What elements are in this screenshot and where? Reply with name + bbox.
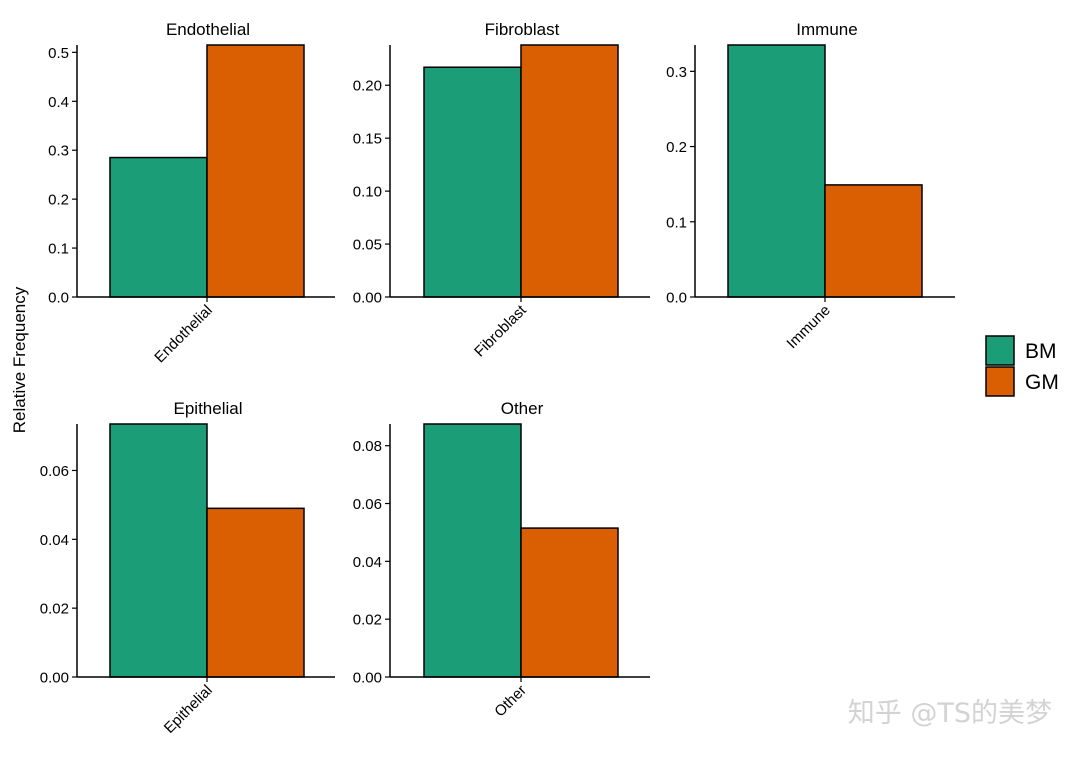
y-tick-label-fibroblast: 0.10 (353, 184, 382, 201)
y-tick-label-epithelial: 0.06 (40, 463, 69, 480)
y-tick-label-endothelial: 0.5 (48, 45, 69, 62)
y-tick-label-fibroblast: 0.05 (353, 237, 382, 254)
y-tick-label-other: 0.02 (353, 612, 382, 629)
bar-endothelial-bm (109, 156, 208, 298)
y-tick-label-fibroblast: 0.20 (353, 78, 382, 95)
y-tick-label-epithelial: 0.00 (40, 670, 69, 687)
y-tick-label-immune: 0.3 (666, 64, 687, 81)
y-tick-label-immune: 0.1 (666, 214, 687, 231)
y-axis-label: Relative Frequency (10, 286, 29, 433)
bar-other-bm (423, 423, 522, 678)
y-tick-label-fibroblast: 0.15 (353, 131, 382, 148)
y-tick-label-other: 0.00 (353, 670, 382, 687)
y-tick-label-other: 0.04 (353, 554, 382, 571)
x-tick-label-other: Other (491, 682, 530, 721)
bar-epithelial-gm (206, 507, 305, 678)
y-tick-label-other: 0.06 (353, 496, 382, 513)
y-tick-label-epithelial: 0.02 (40, 601, 69, 618)
bar-fibroblast-bm (423, 66, 522, 298)
y-tick-label-immune: 0.2 (666, 139, 687, 156)
bar-other-gm (520, 527, 619, 678)
panel-title-epithelial: Epithelial (174, 399, 243, 418)
y-tick-label-endothelial: 0.1 (48, 241, 69, 258)
legend-label-bm: BM (1025, 340, 1057, 363)
legend-swatch-gm (985, 366, 1015, 397)
x-tick-label-epithelial: Epithelial (161, 682, 216, 737)
y-tick-label-endothelial: 0.4 (48, 94, 69, 111)
panel-title-fibroblast: Fibroblast (485, 20, 560, 39)
bar-immune-bm (727, 44, 826, 298)
y-tick-label-endothelial: 0.3 (48, 143, 69, 160)
x-tick-label-endothelial: Endothelial (151, 302, 216, 367)
y-tick-label-other: 0.08 (353, 438, 382, 455)
bar-immune-gm (824, 184, 923, 298)
y-tick-label-fibroblast: 0.00 (353, 290, 382, 307)
panel-title-other: Other (501, 399, 544, 418)
bar-fibroblast-gm (520, 44, 619, 298)
legend-label-gm: GM (1025, 371, 1059, 394)
panel-title-immune: Immune (796, 20, 857, 39)
bar-endothelial-gm (206, 44, 305, 298)
y-tick-label-epithelial: 0.04 (40, 532, 69, 549)
watermark: 知乎 @TS的美梦 (848, 698, 1052, 729)
y-tick-label-immune: 0.0 (666, 290, 687, 307)
x-tick-label-fibroblast: Fibroblast (471, 301, 530, 360)
y-tick-label-endothelial: 0.0 (48, 290, 69, 307)
bar-epithelial-bm (109, 423, 208, 678)
y-tick-label-endothelial: 0.2 (48, 192, 69, 209)
panel-title-endothelial: Endothelial (166, 20, 250, 39)
legend-swatch-bm (985, 335, 1015, 366)
x-tick-label-immune: Immune (783, 302, 833, 352)
